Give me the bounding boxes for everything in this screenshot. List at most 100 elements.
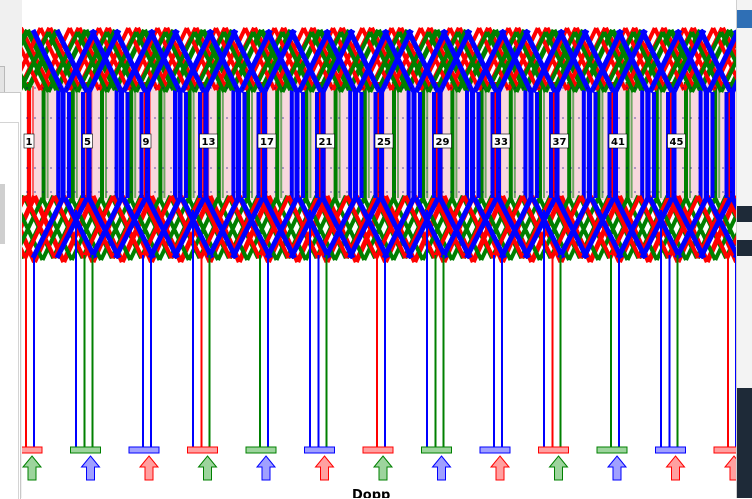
warp-strand [689, 86, 691, 198]
warp-strand [684, 82, 688, 202]
warp-strand [718, 86, 721, 198]
right-panel-band [737, 240, 752, 256]
panel-scrollbar[interactable] [0, 184, 5, 244]
warp-strand [406, 82, 411, 202]
thread-number: 5 [84, 137, 91, 148]
warp-strand [221, 86, 224, 198]
top-diagonal-red [22, 27, 736, 91]
warp-strand [75, 86, 78, 198]
warp-strand [275, 82, 280, 202]
warp-strand [251, 86, 253, 198]
up-arrow-icon [723, 455, 736, 481]
up-arrow-icon [22, 455, 43, 481]
warp-strand [479, 82, 484, 202]
thread-number: 21 [319, 137, 333, 148]
warp-strand [173, 82, 177, 202]
thread-number-box [82, 133, 93, 149]
warp-strand [367, 86, 370, 198]
thread-number-box [23, 133, 35, 149]
up-arrow-icon [606, 455, 628, 481]
warp-strand [465, 82, 469, 202]
warp-strand [426, 86, 429, 198]
warp-peg-icon [655, 446, 686, 454]
left-panel [0, 0, 22, 499]
thread-number-box [199, 133, 218, 149]
warp-strand [572, 86, 575, 198]
thread-number: 17 [260, 137, 274, 148]
warp-strand [397, 86, 399, 198]
warp-strand [56, 82, 61, 202]
warp-strand [538, 82, 542, 202]
warp-strand [727, 82, 732, 202]
warp-strand [187, 82, 192, 202]
tablet-weaving-canvas[interactable]: 1 5 9 13 17 21 25 29 33 37 41 45 Dopp [22, 0, 736, 498]
warp-strand [640, 82, 645, 202]
thread-number: 37 [553, 137, 567, 148]
right-panel-band [737, 388, 752, 498]
up-arrow-icon [431, 455, 452, 481]
top-diagonal-green [22, 31, 736, 93]
warp-strand [362, 82, 367, 202]
warp-strand [289, 82, 294, 202]
warp-strand [581, 82, 586, 202]
up-arrow-icon [138, 455, 160, 481]
warp-strand [70, 82, 75, 202]
warp-peg-icon [128, 446, 160, 454]
warp-peg-icon [70, 446, 101, 454]
thread-number: 41 [611, 137, 625, 148]
warp-strand [348, 82, 353, 202]
warp-peg-icon [421, 446, 452, 454]
thread-number: 25 [377, 137, 391, 148]
bottom-diagonal-red [22, 195, 736, 259]
thread-number-box [374, 133, 394, 149]
bottom-diagonal-green [22, 197, 736, 261]
thread-number: 13 [202, 137, 216, 148]
warp-strand [192, 86, 195, 198]
warp-strand [105, 86, 107, 198]
warp-strand [450, 82, 455, 202]
up-arrow-icon [314, 455, 335, 481]
thread-number-box [316, 133, 335, 149]
warp-strand [484, 86, 487, 198]
warp-peg-icon [362, 446, 394, 454]
warp-strand [333, 82, 338, 202]
thread-number: 9 [143, 137, 150, 148]
warp-peg-icon [245, 446, 277, 454]
warp-strand [129, 82, 134, 202]
warp-strand [713, 82, 718, 202]
warp-peg-icon [713, 446, 736, 454]
warp-peg-icon [538, 446, 569, 454]
warp-strand [309, 86, 312, 198]
warp-strand [231, 82, 236, 202]
warp-peg-icon [596, 446, 628, 454]
warp-strand [523, 82, 528, 202]
warp-strand [100, 82, 104, 202]
up-arrow-icon [80, 455, 101, 481]
thread-number-box [433, 133, 452, 149]
thread-number: 33 [494, 137, 508, 148]
warp-strand [338, 86, 341, 198]
panel-tab[interactable] [0, 66, 5, 94]
warp-strand [163, 86, 166, 198]
warp-strand [392, 82, 396, 202]
thread-number-box [667, 133, 686, 149]
thread-number-box [140, 133, 152, 149]
warp-strand [421, 82, 426, 202]
up-arrow-icon [255, 455, 277, 481]
warp-strand [134, 86, 137, 198]
warp-strand [280, 86, 283, 198]
warp-peg-icon [304, 446, 335, 454]
thread-number: 45 [670, 137, 684, 148]
thread-number-box [608, 133, 628, 149]
thread-number-box [491, 133, 511, 149]
up-arrow-icon [548, 455, 569, 481]
up-arrow-icon [489, 455, 511, 481]
thread-number-box [550, 133, 569, 149]
warp-peg-icon [479, 446, 511, 454]
warp-strand [630, 86, 633, 198]
up-arrow-icon [372, 455, 394, 481]
footer-label: Dopp [352, 488, 391, 498]
right-panel [736, 0, 752, 498]
loom-diagram: 1 5 9 13 17 21 25 29 33 37 41 45 [22, 0, 736, 498]
panel-inner-list[interactable] [0, 122, 19, 499]
